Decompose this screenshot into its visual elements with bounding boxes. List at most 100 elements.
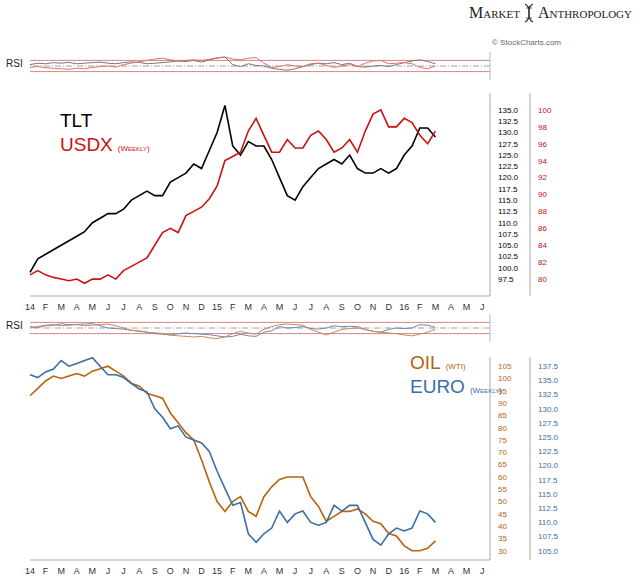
svg-text:125.0: 125.0 (498, 151, 519, 160)
svg-text:125.0: 125.0 (538, 433, 559, 442)
svg-text:84: 84 (538, 241, 547, 250)
svg-text:98: 98 (538, 123, 547, 132)
svg-text:N: N (370, 566, 377, 576)
svg-text:130.0: 130.0 (538, 405, 559, 414)
svg-text:F: F (43, 302, 49, 312)
svg-text:127.5: 127.5 (498, 140, 519, 149)
svg-text:100: 100 (538, 106, 552, 115)
svg-text:M: M (57, 566, 65, 576)
svg-text:122.5: 122.5 (538, 447, 559, 456)
svg-text:M: M (245, 566, 253, 576)
svg-text:50: 50 (498, 497, 507, 506)
svg-text:A: A (448, 566, 454, 576)
svg-text:S: S (339, 566, 345, 576)
svg-text:100.0: 100.0 (498, 264, 519, 273)
svg-text:115.0: 115.0 (538, 490, 558, 499)
svg-text:96: 96 (538, 140, 547, 149)
svg-text:J: J (308, 566, 313, 576)
svg-text:97.5: 97.5 (498, 275, 514, 284)
svg-text:O: O (167, 566, 174, 576)
svg-text:86: 86 (538, 224, 547, 233)
svg-text:115.0: 115.0 (498, 196, 518, 205)
svg-text:S: S (339, 302, 345, 312)
svg-text:45: 45 (498, 510, 507, 519)
svg-text:F: F (230, 302, 236, 312)
svg-text:J: J (121, 566, 126, 576)
svg-text:135.0: 135.0 (538, 376, 559, 385)
svg-text:100: 100 (498, 374, 512, 383)
svg-text:105: 105 (498, 362, 512, 371)
svg-text:A: A (261, 302, 267, 312)
svg-text:40: 40 (498, 522, 507, 531)
svg-text:127.5: 127.5 (538, 419, 559, 428)
svg-text:132.5: 132.5 (538, 390, 559, 399)
svg-text:117.5: 117.5 (538, 476, 558, 485)
svg-text:30: 30 (498, 547, 507, 556)
svg-text:O: O (167, 302, 174, 312)
svg-text:A: A (261, 566, 267, 576)
svg-text:M: M (463, 566, 471, 576)
svg-text:65: 65 (498, 460, 507, 469)
svg-text:137.5: 137.5 (538, 362, 559, 371)
svg-text:110.0: 110.0 (538, 518, 558, 527)
svg-text:J: J (480, 566, 485, 576)
svg-text:D: D (198, 566, 205, 576)
svg-text:D: D (385, 566, 392, 576)
svg-text:F: F (417, 566, 423, 576)
svg-text:A: A (74, 566, 80, 576)
svg-text:82: 82 (538, 258, 547, 267)
svg-text:120.0: 120.0 (498, 173, 519, 182)
svg-text:112.5: 112.5 (538, 504, 558, 513)
svg-text:F: F (43, 566, 49, 576)
svg-text:D: D (198, 302, 205, 312)
svg-text:95: 95 (498, 387, 507, 396)
svg-text:J: J (480, 302, 485, 312)
svg-text:A: A (136, 302, 142, 312)
svg-text:16: 16 (399, 566, 409, 576)
svg-text:90: 90 (538, 190, 547, 199)
svg-text:135.0: 135.0 (498, 106, 519, 115)
svg-text:35: 35 (498, 534, 507, 543)
svg-text:A: A (74, 302, 80, 312)
svg-text:130.0: 130.0 (498, 128, 519, 137)
svg-text:94: 94 (538, 157, 547, 166)
svg-text:70: 70 (498, 448, 507, 457)
svg-text:M: M (276, 302, 284, 312)
svg-text:A: A (323, 566, 329, 576)
svg-text:N: N (183, 302, 190, 312)
svg-text:M: M (57, 302, 65, 312)
svg-text:J: J (293, 566, 298, 576)
svg-text:55: 55 (498, 485, 507, 494)
svg-text:14: 14 (25, 302, 35, 312)
svg-text:J: J (106, 566, 111, 576)
svg-text:88: 88 (538, 207, 547, 216)
svg-text:S: S (152, 302, 158, 312)
svg-text:M: M (463, 302, 471, 312)
svg-text:J: J (121, 302, 126, 312)
svg-text:107.5: 107.5 (498, 230, 519, 239)
svg-text:F: F (230, 566, 236, 576)
svg-text:M: M (89, 302, 97, 312)
svg-text:A: A (136, 566, 142, 576)
svg-text:132.5: 132.5 (498, 117, 519, 126)
svg-text:80: 80 (498, 424, 507, 433)
svg-text:N: N (183, 566, 190, 576)
svg-text:102.5: 102.5 (498, 252, 519, 261)
svg-text:80: 80 (538, 275, 547, 284)
svg-text:122.5: 122.5 (498, 162, 519, 171)
svg-text:M: M (245, 302, 253, 312)
svg-text:120.0: 120.0 (538, 461, 559, 470)
svg-text:A: A (448, 302, 454, 312)
svg-text:112.5: 112.5 (498, 207, 518, 216)
svg-text:M: M (276, 566, 284, 576)
svg-text:O: O (354, 302, 361, 312)
svg-text:85: 85 (498, 411, 507, 420)
svg-text:S: S (152, 566, 158, 576)
svg-text:105.0: 105.0 (498, 241, 519, 250)
svg-text:M: M (89, 566, 97, 576)
svg-text:N: N (370, 302, 377, 312)
svg-text:90: 90 (498, 399, 507, 408)
svg-text:M: M (432, 566, 440, 576)
svg-text:M: M (432, 302, 440, 312)
svg-text:F: F (417, 302, 423, 312)
